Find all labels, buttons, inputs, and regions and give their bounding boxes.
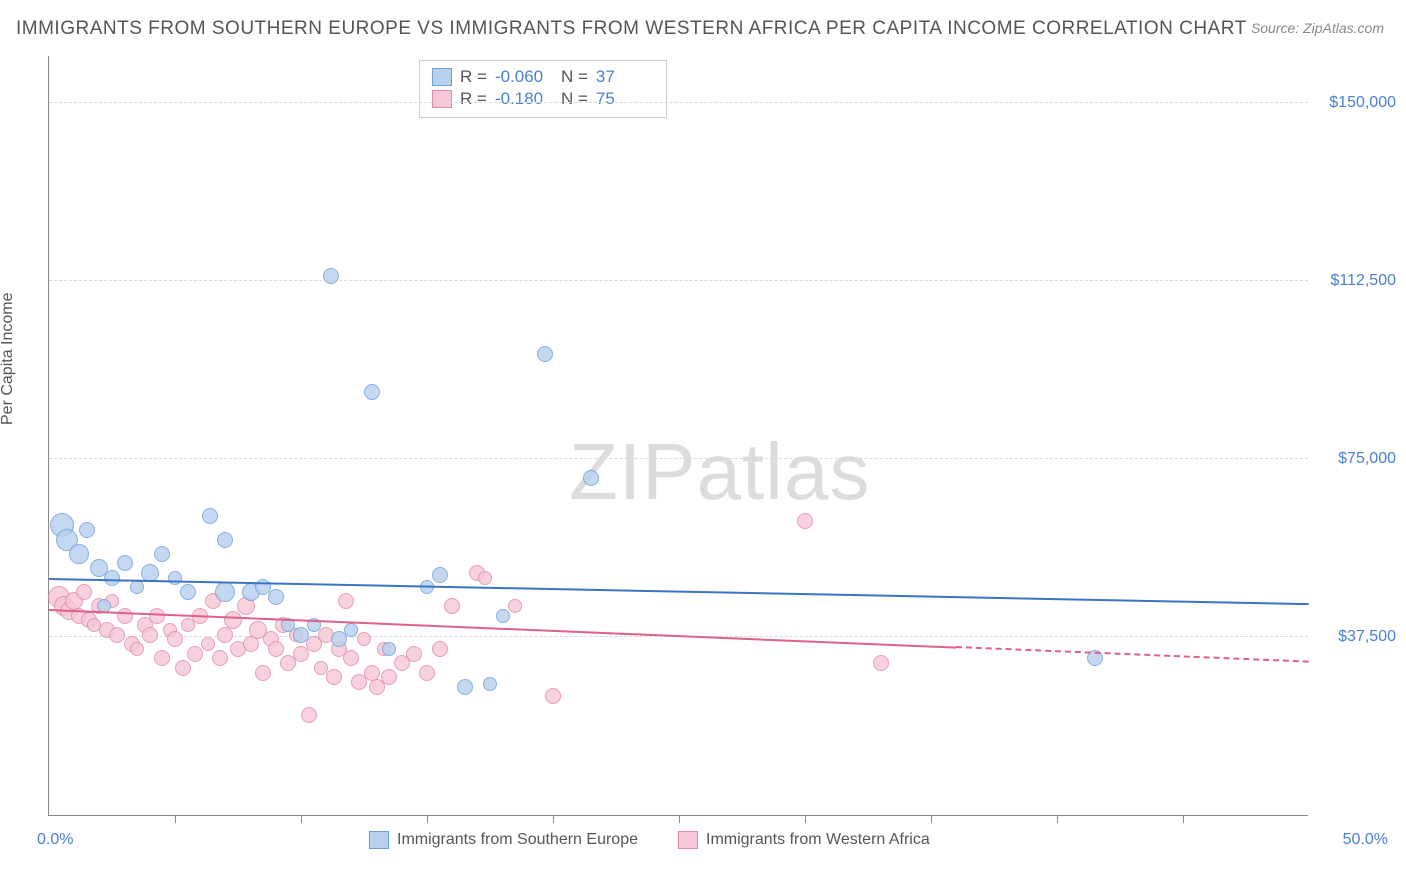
legend-label-1: Immigrants from Southern Europe [397, 831, 638, 849]
data-point [109, 627, 125, 643]
data-point [187, 646, 203, 662]
data-point [381, 669, 397, 685]
y-tick-label: $112,500 [1316, 272, 1396, 290]
data-point [545, 688, 561, 704]
gridline [49, 280, 1308, 281]
correlation-stats-legend: R = -0.060 N = 37 R = -0.180 N = 75 [419, 60, 667, 118]
data-point [432, 641, 448, 657]
data-point [255, 665, 271, 681]
data-point [583, 470, 599, 486]
y-tick-label: $75,000 [1316, 450, 1396, 468]
data-point [301, 707, 317, 723]
data-point [117, 608, 133, 624]
data-point [483, 677, 497, 691]
data-point [154, 650, 170, 666]
stats-row-series-2: R = -0.180 N = 75 [432, 89, 654, 109]
data-point [344, 623, 358, 637]
x-tick [931, 815, 932, 823]
data-point [175, 660, 191, 676]
y-tick-label: $37,500 [1316, 628, 1396, 646]
data-point [224, 611, 242, 629]
watermark: ZIPatlas [569, 426, 870, 518]
data-point [202, 508, 218, 524]
data-point [268, 589, 284, 605]
data-point [180, 584, 196, 600]
y-tick-label: $150,000 [1316, 94, 1396, 112]
x-tick [553, 815, 554, 823]
x-tick [427, 815, 428, 823]
data-point [873, 655, 889, 671]
y-axis-label: Per Capita Income [0, 292, 17, 425]
data-point [508, 599, 522, 613]
x-tick [175, 815, 176, 823]
data-point [167, 631, 183, 647]
data-point [331, 631, 347, 647]
data-point [201, 637, 215, 651]
x-tick [1183, 815, 1184, 823]
data-point [343, 650, 359, 666]
scatter-plot-area: ZIPatlas R = -0.060 N = 37 R = -0.180 N … [48, 56, 1308, 816]
trend-line [956, 646, 1309, 663]
data-point [154, 546, 170, 562]
data-point [142, 627, 158, 643]
series-legend: Immigrants from Southern Europe Immigran… [369, 831, 930, 849]
chart-title: IMMIGRANTS FROM SOUTHERN EUROPE VS IMMIG… [16, 18, 1247, 40]
x-axis-max-label: 50.0% [1343, 831, 1388, 849]
data-point [323, 268, 339, 284]
legend-swatch-2 [678, 831, 698, 849]
data-point [215, 582, 235, 602]
x-tick [301, 815, 302, 823]
legend-swatch-1 [369, 831, 389, 849]
data-point [130, 580, 144, 594]
data-point [382, 642, 396, 656]
data-point [797, 513, 813, 529]
data-point [76, 584, 92, 600]
data-point [117, 555, 133, 571]
data-point [432, 567, 448, 583]
legend-item-1: Immigrants from Southern Europe [369, 831, 638, 849]
gridline [49, 102, 1308, 103]
data-point [419, 665, 435, 681]
data-point [268, 641, 284, 657]
data-point [326, 669, 342, 685]
data-point [457, 679, 473, 695]
data-point [537, 346, 553, 362]
legend-item-2: Immigrants from Western Africa [678, 831, 930, 849]
swatch-series-2 [432, 90, 452, 108]
data-point [496, 609, 510, 623]
data-point [364, 384, 380, 400]
data-point [293, 627, 309, 643]
data-point [478, 571, 492, 585]
data-point [130, 642, 144, 656]
data-point [69, 544, 89, 564]
data-point [357, 632, 371, 646]
x-tick [805, 815, 806, 823]
swatch-series-1 [432, 68, 452, 86]
data-point [406, 646, 422, 662]
data-point [444, 598, 460, 614]
data-point [104, 570, 120, 586]
x-tick [1057, 815, 1058, 823]
data-point [338, 593, 354, 609]
x-axis-min-label: 0.0% [37, 831, 73, 849]
data-point [212, 650, 228, 666]
legend-label-2: Immigrants from Western Africa [706, 831, 930, 849]
data-point [181, 618, 195, 632]
source-attribution: Source: ZipAtlas.com [1251, 20, 1384, 36]
data-point [217, 532, 233, 548]
x-tick [679, 815, 680, 823]
stats-row-series-1: R = -0.060 N = 37 [432, 67, 654, 87]
data-point [79, 522, 95, 538]
gridline [49, 458, 1308, 459]
